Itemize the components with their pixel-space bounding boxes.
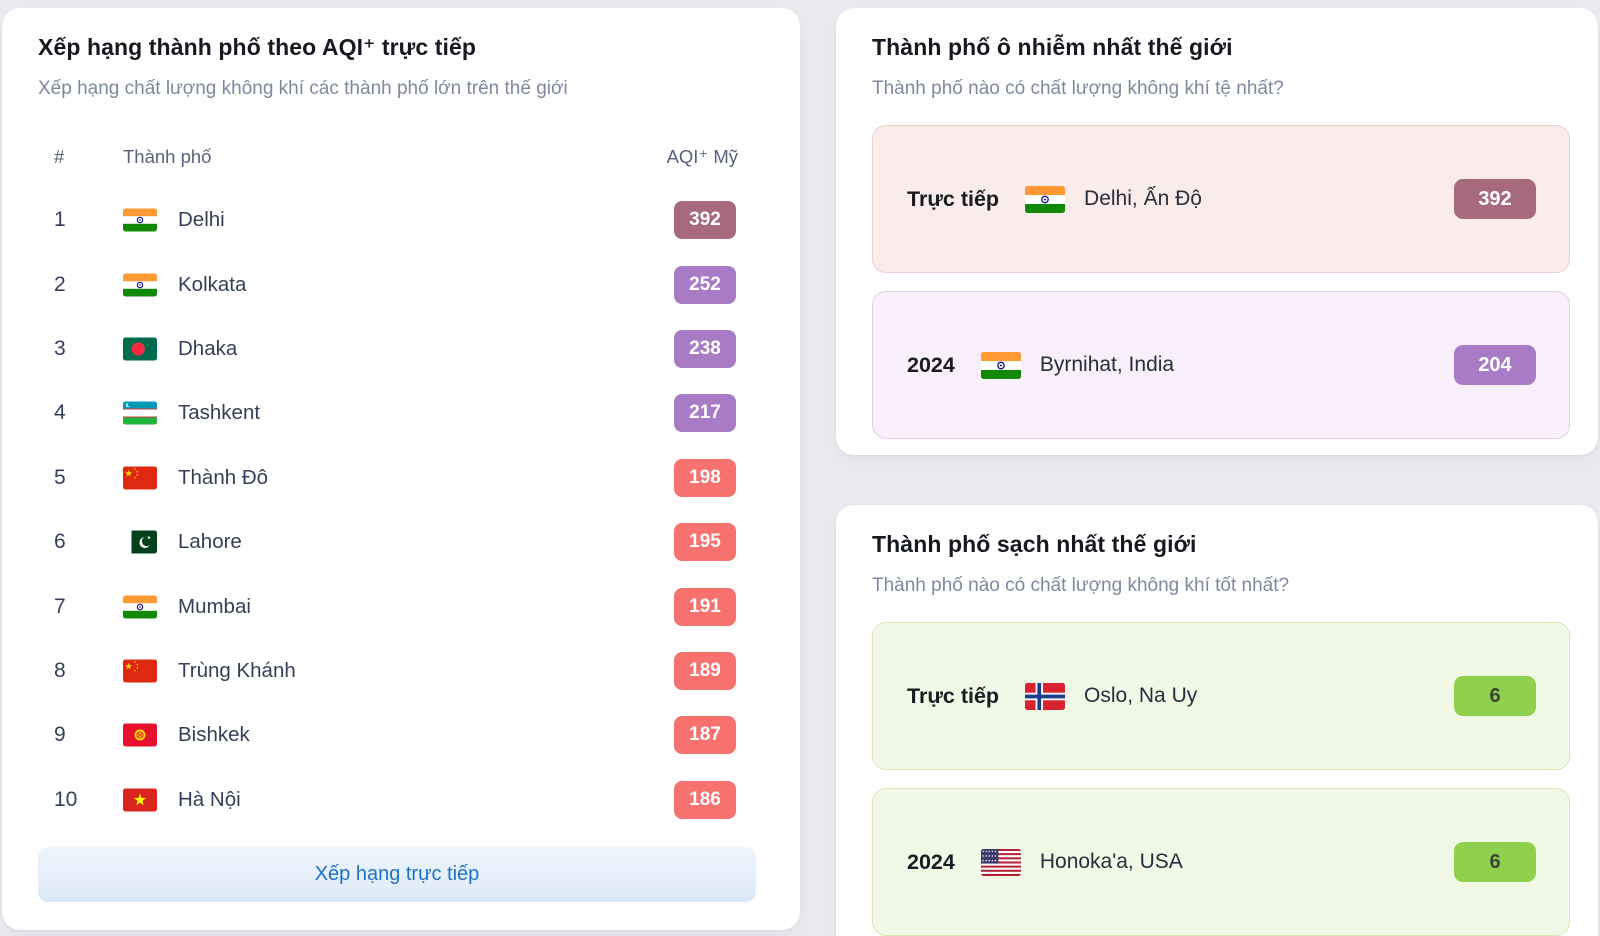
highlight-panel[interactable]: 2024 Honoka'a, USA 6 [872, 788, 1570, 936]
india-flag-icon [123, 595, 157, 619]
ranking-card-title: Xếp hạng thành phố theo AQI⁺ trực tiếp [38, 34, 477, 60]
aqi-badge: 191 [674, 587, 736, 626]
rank-number: 4 [54, 401, 66, 425]
table-row[interactable]: 2 Kolkata 252 [2, 252, 800, 316]
bangladesh-flag-icon [123, 337, 157, 361]
table-row[interactable]: 4 Tashkent 217 [2, 381, 800, 445]
table-row[interactable]: 8 Trùng Khánh 189 [2, 639, 800, 703]
city-name: Lahore [178, 530, 242, 554]
aqi-badge: 217 [674, 394, 736, 433]
highlight-panel[interactable]: Trực tiếp Delhi, Ấn Độ 392 [872, 125, 1570, 273]
table-row[interactable]: 5 Thành Đô 198 [2, 446, 800, 510]
table-row[interactable]: 9 Bishkek 187 [2, 703, 800, 767]
rank-number: 2 [54, 272, 66, 296]
ranking-card-subtitle: Xếp hạng chất lượng không khí các thành … [38, 78, 568, 99]
period-label: Trực tiếp [907, 683, 1000, 708]
most-polluted-card: Thành phố ô nhiễm nhất thế giới Thành ph… [836, 8, 1598, 455]
aqi-badge: 6 [1454, 842, 1536, 882]
period-label: Trực tiếp [907, 186, 1000, 211]
cleanest-card: Thành phố sạch nhất thế giới Thành phố n… [836, 505, 1598, 936]
table-row[interactable]: 3 Dhaka 238 [2, 317, 800, 381]
column-header-city: Thành phố [123, 146, 212, 167]
rank-number: 3 [54, 336, 66, 360]
city-name: Delhi [178, 208, 225, 232]
china-flag-icon [123, 659, 157, 683]
city-name: Oslo, Na Uy [1084, 684, 1198, 707]
aqi-badge: 392 [1454, 179, 1536, 219]
table-row[interactable]: 7 Mumbai 191 [2, 574, 800, 638]
city-name: Mumbai [178, 594, 251, 618]
rank-number: 5 [54, 465, 66, 489]
india-flag-icon [980, 351, 1021, 379]
live-ranking-button[interactable]: Xếp hạng trực tiếp [38, 847, 756, 902]
cleanest-card-subtitle: Thành phố nào có chất lượng không khí tố… [872, 575, 1290, 596]
live-aqi-ranking-card: Xếp hạng thành phố theo AQI⁺ trực tiếp X… [2, 8, 800, 930]
usa-flag-icon [980, 848, 1021, 876]
city-name: Kolkata [178, 272, 247, 296]
aqi-badge: 238 [674, 329, 736, 368]
table-header: # Thành phố AQI⁺ Mỹ [2, 146, 800, 172]
aqi-badge: 187 [674, 716, 736, 755]
cleanest-card-title: Thành phố sạch nhất thế giới [872, 531, 1197, 557]
column-header-aqi: AQI⁺ Mỹ [666, 146, 738, 167]
polluted-card-title: Thành phố ô nhiễm nhất thế giới [872, 34, 1233, 60]
polluted-card-subtitle: Thành phố nào có chất lượng không khí tệ… [872, 78, 1284, 99]
uzbekistan-flag-icon [123, 401, 157, 425]
city-name: Thành Đô [178, 465, 269, 489]
aqi-badge: 392 [674, 201, 736, 240]
aqi-badge: 252 [674, 265, 736, 304]
india-flag-icon [123, 273, 157, 297]
india-flag-icon [1025, 185, 1066, 213]
city-name: Trùng Khánh [178, 658, 296, 682]
rank-number: 8 [54, 658, 66, 682]
rank-number: 6 [54, 530, 66, 554]
city-name: Byrnihat, India [1039, 353, 1175, 376]
kyrgyzstan-flag-icon [123, 723, 157, 747]
rank-number: 9 [54, 723, 66, 747]
aqi-badge: 195 [674, 523, 736, 562]
pakistan-flag-icon [123, 530, 157, 554]
table-row[interactable]: 6 Lahore 195 [2, 510, 800, 574]
aqi-badge: 186 [674, 780, 736, 819]
city-name: Hà Nội [178, 787, 241, 811]
aqi-badge: 204 [1454, 345, 1536, 385]
aqi-badge: 6 [1454, 676, 1536, 716]
rank-number: 10 [54, 787, 78, 811]
norway-flag-icon [1025, 682, 1066, 710]
highlight-panel[interactable]: 2024 Byrnihat, India 204 [872, 291, 1570, 439]
india-flag-icon [123, 208, 157, 232]
rank-number: 7 [54, 594, 66, 618]
china-flag-icon [123, 466, 157, 490]
city-name: Delhi, Ấn Độ [1084, 187, 1202, 210]
city-name: Honoka'a, USA [1039, 850, 1183, 873]
period-label: 2024 [907, 849, 955, 874]
column-header-rank: # [54, 146, 65, 167]
vietnam-flag-icon [123, 788, 157, 812]
city-name: Dhaka [178, 336, 238, 360]
aqi-badge: 189 [674, 651, 736, 690]
period-label: 2024 [907, 352, 955, 377]
table-row[interactable]: 10 Hà Nội 186 [2, 768, 800, 832]
city-name: Tashkent [178, 401, 261, 425]
aqi-badge: 198 [674, 458, 736, 497]
city-name: Bishkek [178, 723, 250, 747]
highlight-panel[interactable]: Trực tiếp Oslo, Na Uy 6 [872, 622, 1570, 770]
rank-number: 1 [54, 208, 66, 232]
ranking-rows: 1 Delhi 392 2 Kolkata 252 3 Dhaka 238 4 … [2, 188, 800, 832]
table-row[interactable]: 1 Delhi 392 [2, 188, 800, 252]
